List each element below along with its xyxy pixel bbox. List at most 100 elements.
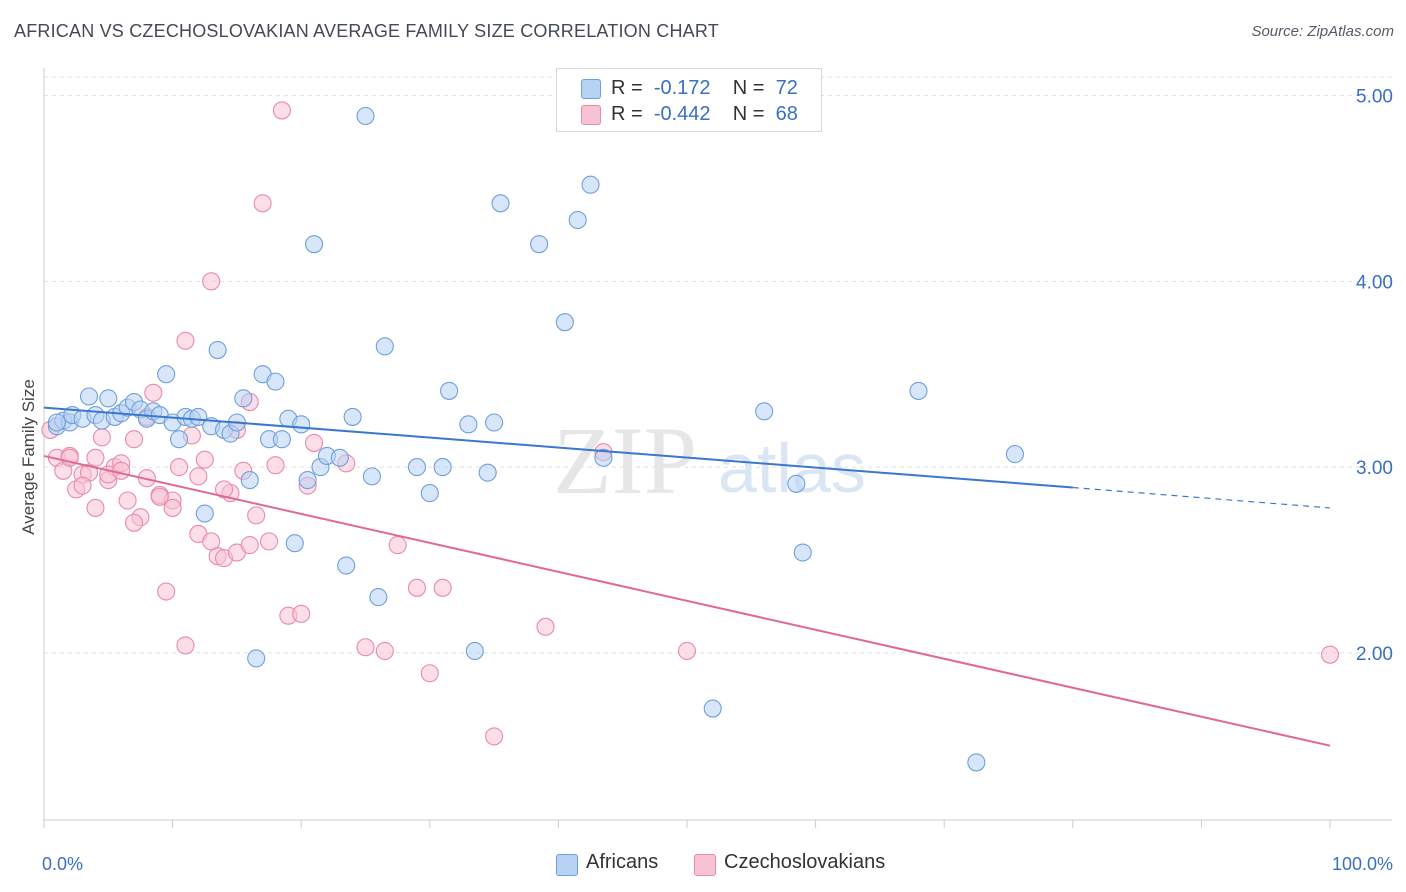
series-africans: [47, 106, 1024, 772]
point-czechoslovakians: [86, 498, 105, 517]
bottom-legend-swatch-africans: [556, 854, 578, 876]
point-africans: [337, 556, 356, 575]
point-czechoslovakians: [202, 272, 221, 291]
source-label: Source: ZipAtlas.com: [1251, 23, 1394, 40]
point-africans: [491, 194, 510, 213]
point-czechoslovakians: [73, 476, 92, 495]
trend-line-czechoslovakians: [43, 454, 1331, 747]
point-czechoslovakians: [253, 194, 272, 213]
point-africans: [266, 372, 285, 391]
watermark: ZIP atlas: [553, 407, 866, 514]
point-czechoslovakians: [176, 636, 195, 655]
legend-r-africans: -0.172: [653, 77, 711, 99]
x-tick-labels: 0.0% 100.0%: [42, 854, 1393, 874]
point-africans: [440, 381, 459, 400]
point-czechoslovakians: [195, 450, 214, 469]
point-czechoslovakians: [677, 641, 697, 661]
point-czechoslovakians: [420, 664, 439, 683]
point-africans: [703, 699, 722, 718]
point-czechoslovakians: [536, 617, 555, 636]
point-africans: [420, 484, 439, 503]
y-tick-label: 5.00: [1356, 87, 1393, 108]
x-tick-label: 100.0%: [1332, 854, 1393, 874]
point-czechoslovakians: [144, 383, 163, 402]
point-czechoslovakians: [272, 101, 291, 120]
legend-swatch-czechoslovakians: [581, 105, 601, 125]
point-africans: [967, 753, 986, 772]
point-africans: [485, 413, 504, 432]
point-czechoslovakians: [157, 582, 176, 601]
point-czechoslovakians: [356, 638, 375, 657]
point-africans: [1005, 445, 1024, 464]
watermark-atlas: atlas: [718, 429, 866, 507]
point-czechoslovakians: [433, 578, 452, 597]
legend-r-czechoslovakians: -0.442: [653, 103, 711, 125]
point-africans: [169, 430, 189, 449]
trend-lines: [43, 406, 1331, 747]
point-africans: [478, 463, 497, 482]
point-czechoslovakians: [176, 331, 195, 350]
point-africans: [433, 458, 452, 477]
x-tick-label: 0.0%: [42, 854, 83, 874]
point-africans: [240, 471, 259, 490]
point-czechoslovakians: [240, 536, 259, 555]
point-africans: [285, 534, 304, 553]
point-africans: [305, 235, 324, 254]
point-africans: [247, 649, 266, 668]
y-tick-label: 2.00: [1356, 644, 1393, 665]
trend-line-africans-extension: [1072, 486, 1331, 509]
point-czechoslovakians: [292, 604, 311, 623]
point-africans: [375, 337, 394, 356]
point-czechoslovakians: [124, 513, 144, 532]
point-africans: [787, 474, 806, 493]
point-africans: [362, 467, 381, 486]
axes: [43, 68, 1392, 828]
point-africans: [407, 458, 426, 477]
point-africans: [909, 381, 928, 400]
y-axis-label: Average Family Size: [19, 379, 38, 535]
point-czechoslovakians: [214, 480, 234, 499]
point-africans: [272, 430, 291, 449]
y-tick-label: 4.00: [1356, 272, 1393, 293]
point-czechoslovakians: [86, 448, 105, 467]
point-czechoslovakians: [1320, 645, 1340, 664]
point-czechoslovakians: [266, 456, 285, 475]
point-africans: [793, 543, 812, 562]
point-africans: [568, 210, 587, 230]
point-africans: [298, 471, 317, 490]
legend-n-czechoslovakians: 68: [775, 103, 798, 125]
point-czechoslovakians: [124, 430, 144, 449]
point-czechoslovakians: [92, 428, 111, 447]
point-africans: [369, 588, 388, 607]
point-africans: [755, 402, 774, 421]
point-africans: [343, 407, 362, 426]
point-africans: [208, 341, 227, 360]
point-czechoslovakians: [407, 578, 426, 597]
point-africans: [459, 415, 478, 434]
point-czechoslovakians: [112, 461, 131, 480]
point-africans: [292, 415, 311, 434]
watermark-zip: ZIP: [553, 407, 697, 514]
legend-n-label: N =: [732, 103, 765, 125]
bottom-legend-swatch-czechoslovakians: [694, 854, 716, 876]
y-tick-labels: 2.00 3.00 4.00 5.00: [1356, 87, 1393, 665]
chart-title: AFRICAN VS CZECHOSLOVAKIAN AVERAGE FAMIL…: [14, 21, 719, 41]
point-africans: [99, 389, 118, 408]
point-czechoslovakians: [485, 727, 504, 746]
point-czechoslovakians: [375, 641, 394, 661]
point-czechoslovakians: [189, 467, 208, 486]
legend-n-label: N =: [732, 77, 765, 99]
stats-legend: R = -0.172 N = 72 R = -0.442 N = 68: [556, 68, 822, 132]
point-africans: [465, 641, 484, 661]
point-czechoslovakians: [202, 532, 221, 551]
legend-r-label: R =: [611, 103, 643, 125]
point-africans: [594, 448, 613, 467]
grid-lines: [44, 76, 1392, 654]
point-africans: [157, 365, 176, 384]
legend-swatch-africans: [581, 79, 601, 99]
point-czechoslovakians: [259, 532, 279, 551]
legend-r-label: R =: [611, 77, 643, 99]
y-tick-label: 3.00: [1356, 458, 1393, 479]
point-czechoslovakians: [169, 458, 189, 477]
